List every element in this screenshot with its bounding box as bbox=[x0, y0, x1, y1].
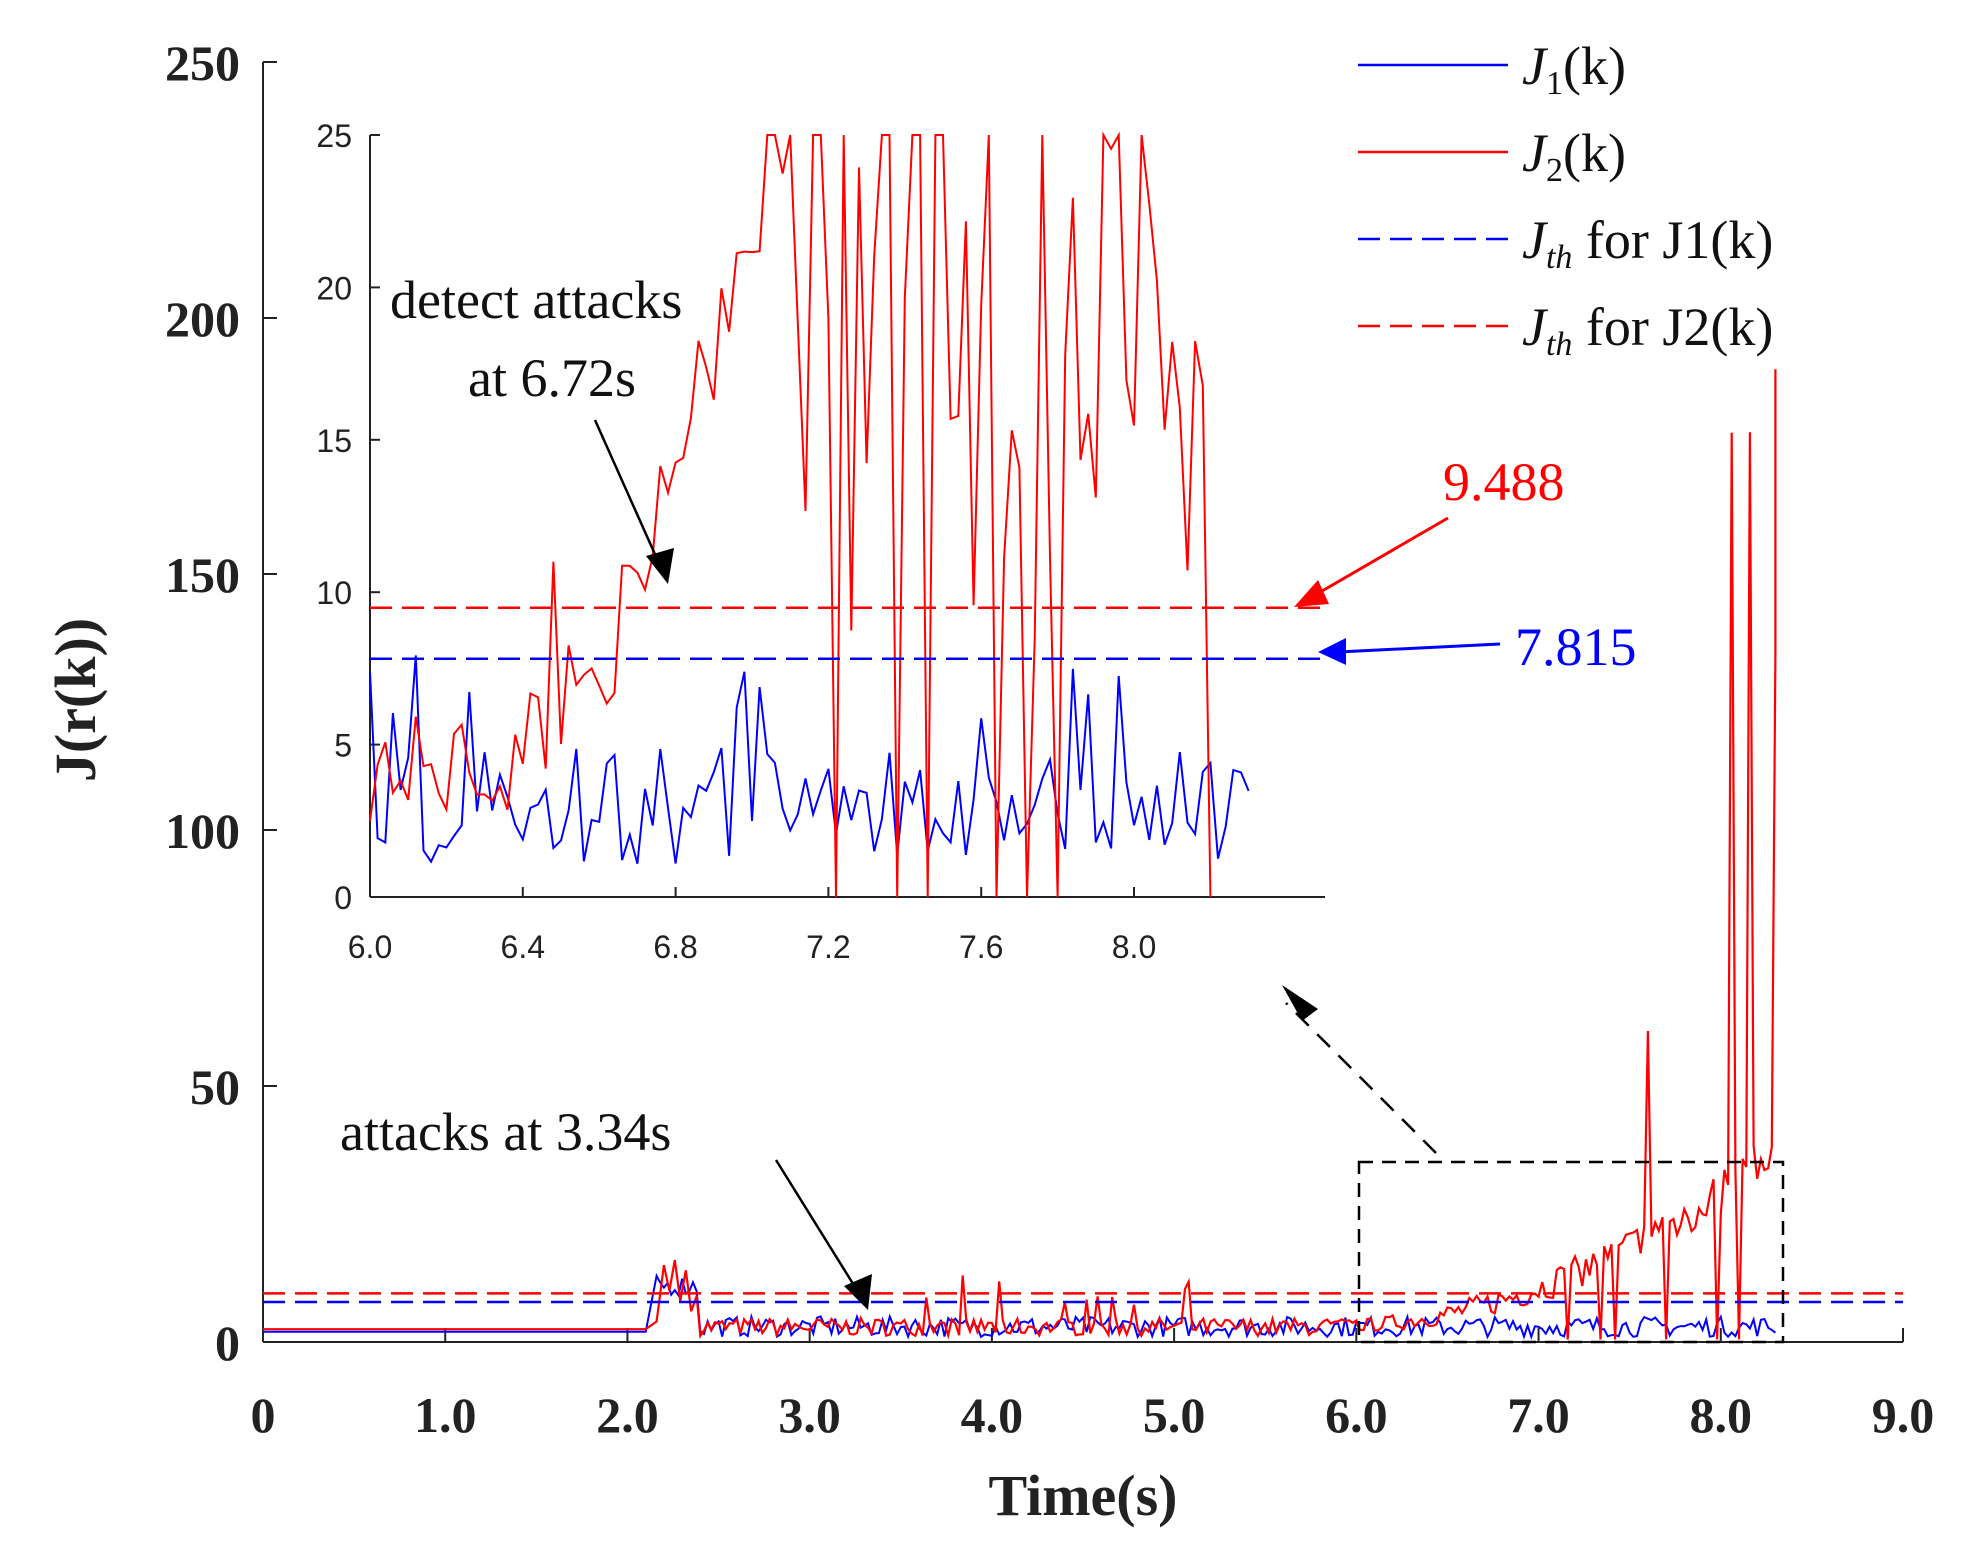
annotations: detect attacks at 6.72s attacks at 3.34s… bbox=[340, 270, 1637, 1310]
main-x-tick-label: 0 bbox=[251, 1387, 276, 1443]
threshold-red-label: 9.488 bbox=[1443, 452, 1565, 512]
inset: 6.0 6.4 6.8 7.2 7.6 8.0 0 5 10 15 20 25 bbox=[316, 118, 1325, 965]
attacks-arrow-head bbox=[844, 1274, 872, 1310]
threshold-blue-arrow-head bbox=[1318, 638, 1346, 665]
x-axis-label: Time(s) bbox=[988, 1463, 1177, 1528]
main-x-tick-label: 3.0 bbox=[778, 1387, 841, 1443]
main-x-tick-label: 5.0 bbox=[1143, 1387, 1206, 1443]
inset-y-tick-label: 25 bbox=[316, 118, 352, 154]
inset-x-tick-label: 6.4 bbox=[501, 929, 545, 965]
inset-x-tick-label: 6.0 bbox=[348, 929, 392, 965]
legend-entry-jth2: Jth for J2(k) bbox=[1522, 297, 1773, 363]
inset-x-tick-label: 7.6 bbox=[959, 929, 1003, 965]
inset-series-j1 bbox=[369, 655, 1250, 864]
main-x-tick-label: 4.0 bbox=[961, 1387, 1024, 1443]
main-series bbox=[263, 369, 1903, 1340]
main-series-j2 bbox=[263, 369, 1777, 1340]
inset-x-tick-label: 8.0 bbox=[1112, 929, 1156, 965]
inset-x-tick-label: 7.2 bbox=[806, 929, 850, 965]
legend-entry-j2: J2(k) bbox=[1522, 123, 1626, 189]
inset-series bbox=[369, 131, 1325, 898]
legend-entry-j1: J1(k) bbox=[1522, 36, 1626, 102]
main-y-tick-label: 100 bbox=[165, 803, 240, 859]
legend: J1(k) J2(k) Jth for J1(k) Jth for J2(k) bbox=[1358, 36, 1773, 363]
detect-arrow bbox=[593, 419, 664, 571]
main-x-tick-label: 8.0 bbox=[1690, 1387, 1753, 1443]
main-x-tick-label: 1.0 bbox=[414, 1387, 477, 1443]
main-y-tick-label: 200 bbox=[165, 291, 240, 347]
threshold-red-arrow bbox=[1309, 516, 1449, 600]
zoom-arrow-head bbox=[1282, 985, 1318, 1021]
main-y-tick-label: 150 bbox=[165, 547, 240, 603]
main-x-tick-label: 6.0 bbox=[1325, 1387, 1388, 1443]
inset-y-tick-label: 0 bbox=[334, 880, 352, 916]
inset-x-ticks: 6.0 6.4 6.8 7.2 7.6 8.0 bbox=[348, 887, 1156, 965]
inset-x-tick-label: 6.8 bbox=[653, 929, 697, 965]
main-y-tick-label: 250 bbox=[165, 35, 240, 91]
main-y-tick-label: 0 bbox=[215, 1315, 240, 1371]
detect-annotation-line2: at 6.72s bbox=[468, 348, 636, 408]
inset-background bbox=[370, 135, 1325, 897]
main-x-tick-label: 9.0 bbox=[1872, 1387, 1935, 1443]
threshold-blue-label: 7.815 bbox=[1515, 617, 1637, 677]
main-x-ticks: 0 1.0 2.0 3.0 4.0 5.0 6.0 7.0 8.0 9.0 bbox=[251, 1328, 1935, 1443]
attacks-annotation: attacks at 3.34s bbox=[340, 1102, 671, 1162]
inset-y-tick-label: 20 bbox=[316, 270, 352, 306]
main-x-tick-label: 7.0 bbox=[1507, 1387, 1570, 1443]
main-y-tick-label: 50 bbox=[190, 1059, 240, 1115]
detect-arrow-head bbox=[646, 548, 674, 584]
threshold-blue-arrow bbox=[1337, 642, 1501, 654]
zoom-box bbox=[1357, 1160, 1785, 1344]
inset-series-j2 bbox=[369, 131, 1212, 898]
detect-annotation-line1: detect attacks bbox=[390, 270, 682, 330]
inset-y-tick-label: 15 bbox=[316, 423, 352, 459]
y-axis-label: J(r(k)) bbox=[43, 618, 108, 782]
main-x-tick-label: 2.0 bbox=[596, 1387, 659, 1443]
main-y-ticks: 0 50 100 150 200 250 bbox=[165, 35, 277, 1371]
inset-y-tick-label: 10 bbox=[316, 575, 352, 611]
legend-entry-jth1: Jth for J1(k) bbox=[1522, 210, 1773, 276]
inset-y-ticks: 0 5 10 15 20 25 bbox=[316, 118, 380, 916]
inset-y-tick-label: 5 bbox=[334, 728, 352, 764]
attacks-arrow bbox=[774, 1159, 862, 1296]
threshold-red-arrow-head bbox=[1294, 580, 1329, 607]
main-axes: 0 1.0 2.0 3.0 4.0 5.0 6.0 7.0 8.0 9.0 05010015020… bbox=[43, 35, 1934, 1528]
zoom-arrow bbox=[1285, 1002, 1437, 1154]
